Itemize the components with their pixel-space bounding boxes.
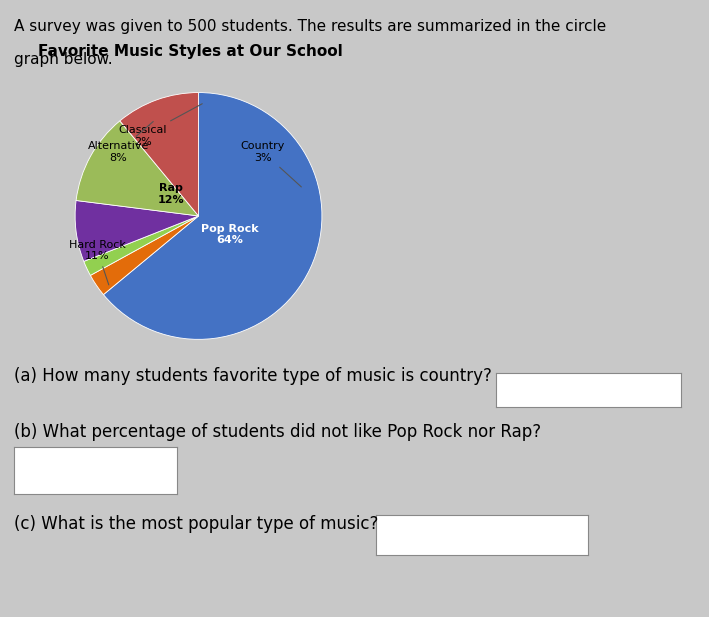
Wedge shape bbox=[90, 216, 199, 294]
Wedge shape bbox=[120, 93, 199, 216]
Wedge shape bbox=[75, 201, 199, 262]
Text: (a) How many students favorite type of music is country?: (a) How many students favorite type of m… bbox=[14, 367, 492, 385]
Text: Favorite Music Styles at Our School: Favorite Music Styles at Our School bbox=[38, 44, 343, 59]
Wedge shape bbox=[84, 216, 199, 275]
Text: Country
3%: Country 3% bbox=[240, 141, 301, 187]
Text: Classical
2%: Classical 2% bbox=[118, 104, 202, 147]
Text: (b) What percentage of students did not like Pop Rock nor Rap?: (b) What percentage of students did not … bbox=[14, 423, 541, 441]
Text: Alternative
8%: Alternative 8% bbox=[88, 122, 153, 163]
Wedge shape bbox=[104, 93, 322, 339]
Text: graph below.: graph below. bbox=[14, 52, 113, 67]
Wedge shape bbox=[76, 121, 199, 216]
Text: (c) What is the most popular type of music?: (c) What is the most popular type of mus… bbox=[14, 515, 379, 533]
Text: Hard Rock
11%: Hard Rock 11% bbox=[69, 239, 125, 285]
Text: Rap
12%: Rap 12% bbox=[158, 183, 184, 205]
Text: A survey was given to 500 students. The results are summarized in the circle: A survey was given to 500 students. The … bbox=[14, 19, 606, 33]
Text: Pop Rock
64%: Pop Rock 64% bbox=[201, 223, 258, 246]
